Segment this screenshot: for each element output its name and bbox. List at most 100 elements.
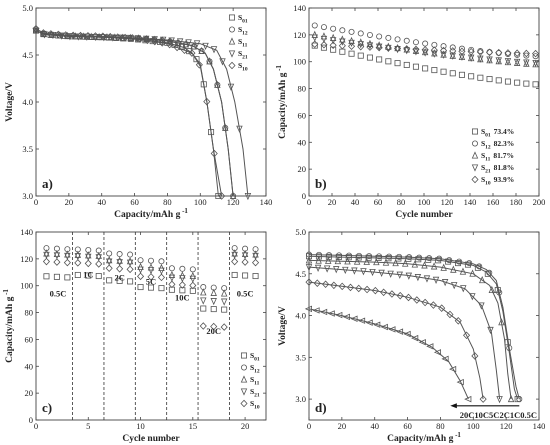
data-point [106,32,114,41]
data-point [200,305,207,312]
legend-name: S [481,163,485,172]
data-point [220,289,228,297]
data-point [147,267,155,275]
y-tick-label: 5.0 [295,227,306,237]
data-point [218,192,226,200]
legend-label: S11 [238,37,248,49]
data-point [106,277,113,284]
data-point [63,258,71,267]
data-point [136,272,145,281]
data-point [363,285,371,294]
x-tick-label: 10 [136,421,145,431]
data-point [199,322,207,330]
data-point [189,281,197,290]
data-point [126,259,134,267]
y-axis-title-sup: -1 [275,65,283,73]
data-point [305,278,313,286]
x-tick-label: 140 [464,197,477,207]
plot-frame [35,231,267,421]
x-axis-title: Capacity/mAh g -1 [387,431,461,444]
rate-label: 2C [114,272,124,282]
data-point [487,326,494,335]
data-point [450,265,457,273]
y-tick-label: 3.5 [295,352,306,362]
data-point [32,24,40,33]
panel-label: d) [315,400,327,415]
rate-label: 20C [206,326,221,336]
data-point [504,78,511,85]
data-point [157,273,166,282]
data-point [484,270,491,277]
data-point [325,256,332,264]
x-tick-label: 80 [397,197,406,207]
data-point [436,255,443,262]
legend-label: S10 [238,61,248,73]
data-point [388,326,396,333]
data-point [338,282,346,291]
y-axis-title: Voltage/V [5,82,15,122]
legend-label: S10 93.9% [481,175,514,187]
data-point [353,257,361,265]
legend-sub: 12 [485,145,491,151]
y-axis-title: Voltage/V [278,306,288,346]
y-tick-label: 120 [20,254,33,264]
data-point [449,47,457,55]
data-point [327,310,335,317]
data-point [403,37,410,44]
legend-label: S12 82.3% [481,139,514,151]
data-point [95,251,102,259]
data-point [200,288,207,296]
legend-retention: 81.8% [494,163,515,172]
data-point [75,33,82,41]
data-point [334,256,342,265]
data-point [236,125,243,133]
rate-arrow-head [450,403,457,409]
data-point [366,31,373,38]
legend-label: S12 [250,363,260,375]
data-point [454,317,462,325]
data-point [128,34,137,42]
data-point [95,273,102,280]
data-point [220,323,228,331]
data-point [469,293,476,301]
y-tick-label: 140 [20,227,33,237]
legend-sub: 11 [242,43,247,49]
legend-name: S [250,351,254,360]
data-point [305,253,312,260]
data-point [351,267,358,275]
data-point [395,328,404,335]
data-point [188,49,196,57]
series-01 [311,42,539,88]
data-point [85,253,92,261]
data-point [446,257,453,264]
panel-label: a) [42,176,53,191]
data-point [305,256,313,264]
legend-name: S [481,175,485,184]
data-point [335,311,343,319]
data-point [441,279,449,287]
data-point [344,257,351,265]
data-point [440,43,447,50]
data-point [396,253,403,260]
data-point [496,396,503,404]
data-point [210,288,217,296]
data-point [166,37,174,45]
y-axis-title-text: Capacity/mAh g [5,296,15,362]
x-axis-title: Capacity/mAh g -1 [114,207,188,220]
series-line [308,255,519,400]
data-point [64,250,71,258]
data-point [405,255,412,262]
y-axis-title: Capacity/mAh g -1 [275,65,288,139]
data-point [468,46,475,53]
legend-sub: 10 [485,181,491,187]
y-tick-label: 20 [298,164,307,174]
data-point [396,291,404,300]
data-point [121,33,129,42]
data-point [382,258,390,266]
data-point [180,46,189,55]
data-point [463,331,471,340]
data-point [193,40,201,48]
data-point [366,253,373,260]
data-point [74,253,82,261]
